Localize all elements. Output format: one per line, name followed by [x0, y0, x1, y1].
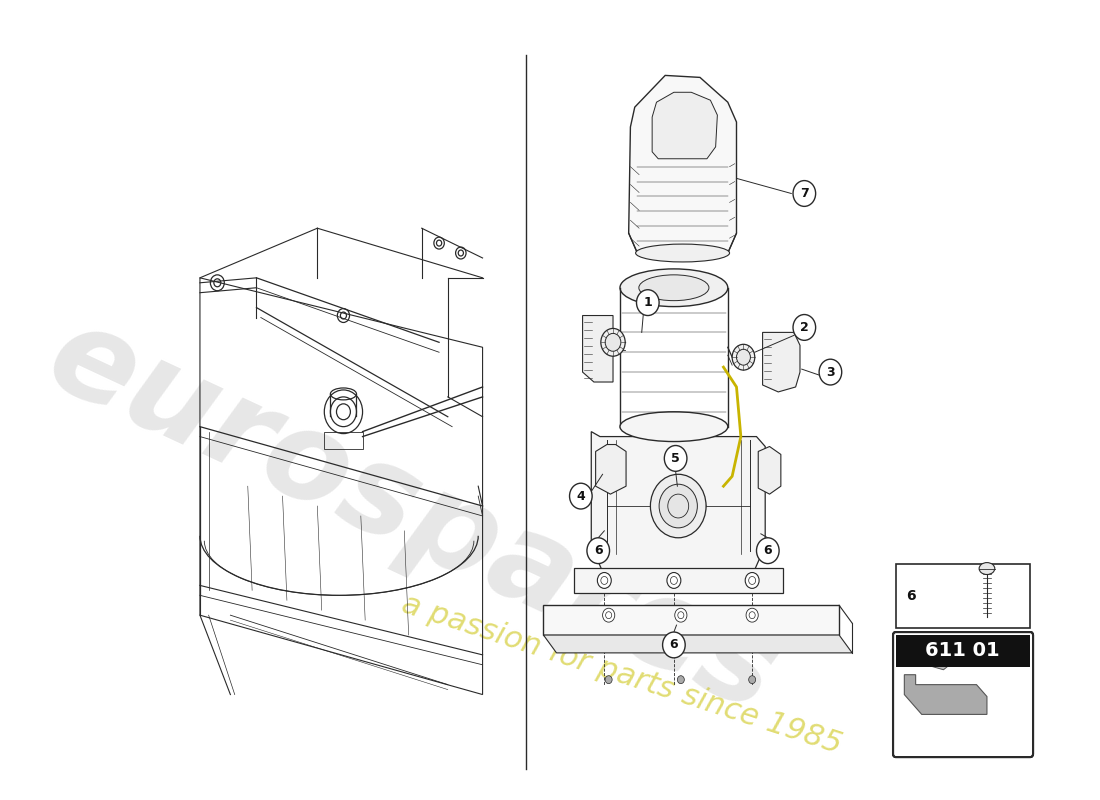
Circle shape — [793, 181, 815, 206]
Polygon shape — [762, 332, 800, 392]
Polygon shape — [629, 75, 737, 253]
Text: 6: 6 — [594, 544, 603, 557]
Ellipse shape — [639, 275, 708, 301]
Text: 2: 2 — [800, 321, 808, 334]
Circle shape — [659, 484, 697, 528]
Ellipse shape — [737, 350, 750, 365]
Ellipse shape — [636, 244, 729, 262]
Circle shape — [793, 314, 815, 340]
Text: 1: 1 — [644, 296, 652, 309]
Polygon shape — [652, 92, 717, 158]
Circle shape — [749, 676, 756, 684]
Polygon shape — [926, 653, 953, 670]
Circle shape — [650, 474, 706, 538]
Polygon shape — [926, 643, 953, 660]
Circle shape — [605, 676, 612, 684]
Polygon shape — [574, 567, 782, 594]
Circle shape — [746, 608, 758, 622]
Bar — [895, 635, 1031, 666]
Circle shape — [820, 359, 842, 385]
Text: 6: 6 — [906, 590, 916, 603]
Ellipse shape — [620, 269, 728, 306]
Text: eurospares: eurospares — [30, 294, 796, 738]
Text: a passion for parts since 1985: a passion for parts since 1985 — [398, 590, 846, 760]
Polygon shape — [543, 635, 852, 653]
Ellipse shape — [620, 412, 728, 442]
Ellipse shape — [601, 329, 625, 356]
Circle shape — [664, 446, 686, 471]
Circle shape — [674, 608, 686, 622]
Circle shape — [678, 676, 684, 684]
Polygon shape — [758, 446, 781, 494]
Circle shape — [603, 608, 615, 622]
Ellipse shape — [733, 344, 755, 370]
Bar — [895, 563, 1031, 628]
Circle shape — [757, 538, 779, 563]
Text: 611 01: 611 01 — [925, 642, 1000, 661]
Polygon shape — [543, 606, 839, 635]
Polygon shape — [904, 674, 987, 714]
Circle shape — [597, 573, 612, 588]
Circle shape — [587, 538, 609, 563]
Ellipse shape — [650, 496, 706, 516]
Ellipse shape — [979, 562, 994, 574]
Circle shape — [637, 290, 659, 315]
Text: 5: 5 — [671, 452, 680, 465]
Polygon shape — [583, 315, 613, 382]
Text: 6: 6 — [763, 544, 772, 557]
Circle shape — [662, 632, 685, 658]
Circle shape — [745, 573, 759, 588]
Circle shape — [570, 483, 592, 509]
Text: 3: 3 — [826, 366, 835, 378]
Text: 7: 7 — [800, 187, 808, 200]
FancyBboxPatch shape — [893, 632, 1033, 757]
Ellipse shape — [605, 334, 620, 351]
Text: 6: 6 — [670, 638, 679, 651]
Polygon shape — [592, 432, 766, 575]
Polygon shape — [595, 445, 626, 494]
Text: 4: 4 — [576, 490, 585, 502]
Circle shape — [667, 573, 681, 588]
